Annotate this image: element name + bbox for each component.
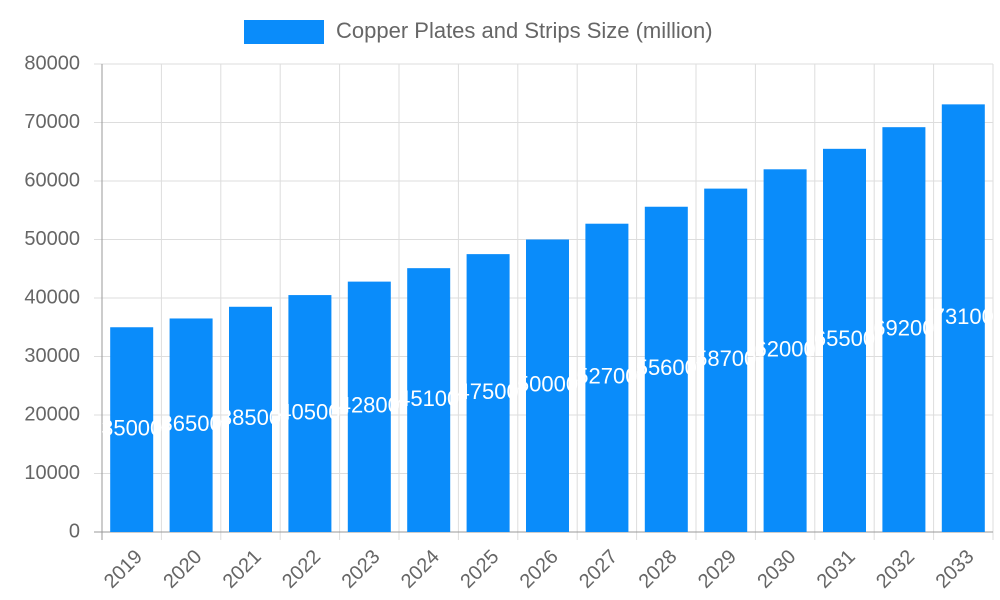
bar	[466, 254, 510, 532]
bar	[704, 188, 748, 533]
legend-label: Copper Plates and Strips Size (million)	[336, 18, 713, 43]
x-tick-label: 2026	[516, 546, 563, 593]
data-label: 50000	[517, 372, 578, 397]
x-tick-label: 2025	[456, 546, 503, 593]
x-tick-label: 2022	[278, 546, 325, 593]
data-label: 73100	[933, 304, 994, 329]
y-tick-label: 80000	[24, 52, 80, 74]
data-label: 45100	[398, 386, 459, 411]
data-label: 55600	[636, 355, 697, 380]
data-label: 65500	[814, 326, 875, 351]
bar	[882, 127, 926, 533]
bar	[288, 295, 332, 532]
x-tick-label: 2030	[753, 546, 800, 593]
bar	[229, 306, 272, 532]
bar	[823, 148, 866, 532]
x-tick-label: 2031	[813, 546, 860, 593]
bar	[941, 104, 985, 533]
bar	[169, 318, 213, 532]
bar	[585, 223, 629, 532]
y-tick-label: 60000	[24, 169, 80, 191]
bar	[763, 169, 807, 533]
x-tick-label: 2020	[159, 546, 206, 593]
data-label: 40500	[279, 399, 340, 424]
data-label: 52700	[576, 364, 637, 389]
data-label: 36500	[161, 411, 222, 436]
bar	[526, 239, 569, 532]
y-tick-label: 10000	[24, 462, 80, 484]
data-label: 69200	[873, 315, 934, 340]
y-tick-label: 20000	[24, 403, 80, 425]
x-tick-label: 2023	[338, 546, 385, 593]
y-tick-label: 40000	[24, 286, 80, 308]
x-tick-label: 2027	[575, 546, 622, 593]
x-tick-label: 2032	[872, 546, 919, 593]
x-tick-label: 2029	[694, 546, 741, 593]
y-tick-label: 0	[69, 520, 80, 542]
data-label: 47500	[458, 379, 519, 404]
data-label: 62000	[755, 336, 816, 361]
bar	[347, 281, 391, 532]
x-tick-label: 2019	[100, 546, 147, 593]
data-label: 35000	[101, 415, 162, 440]
x-tick-label: 2024	[397, 546, 444, 593]
data-label: 42800	[339, 393, 400, 418]
x-tick-label: 2021	[219, 546, 266, 593]
x-tick-label: 2028	[635, 546, 682, 593]
y-tick-label: 50000	[24, 228, 80, 250]
legend-swatch	[244, 20, 324, 44]
bar	[407, 268, 451, 532]
y-tick-label: 30000	[24, 345, 80, 367]
bar	[644, 206, 688, 533]
data-label: 58700	[695, 346, 756, 371]
x-tick-label: 2033	[932, 546, 979, 593]
y-tick-label: 70000	[24, 111, 80, 133]
data-label: 38500	[220, 405, 281, 430]
bar	[110, 327, 154, 532]
